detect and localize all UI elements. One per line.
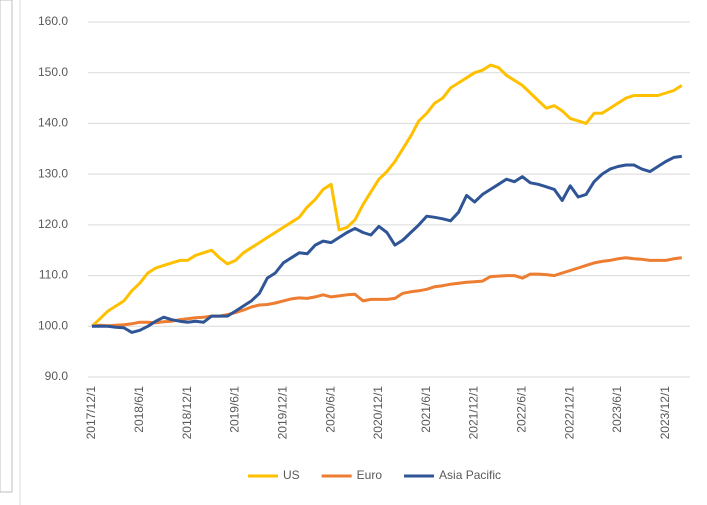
x-tick-label: 2020/6/1 [323,386,337,433]
y-tick-label: 110.0 [39,268,68,282]
x-tick-label: 2023/12/1 [658,386,672,440]
y-tick-label: 160.0 [38,14,68,28]
x-tick-label: 2022/12/1 [562,386,576,440]
y-tick-label: 140.0 [38,116,68,130]
y-tick-label: 90.0 [45,369,69,383]
legend-label: Euro [357,468,383,482]
x-tick-label: 2019/12/1 [275,386,289,440]
series-line [90,63,683,328]
left-panel-edge [0,0,13,493]
series-line [92,154,682,334]
legend-label: US [283,468,300,482]
x-tick-label: 2022/6/1 [515,386,529,433]
x-tick-label: 2021/6/1 [419,386,433,433]
y-tick-label: 120.0 [38,217,68,231]
legend-label: Asia Pacific [439,468,501,482]
x-tick-label: 2018/6/1 [132,386,146,433]
x-tick-label: 2021/12/1 [467,386,481,440]
x-tick-label: 2020/12/1 [371,386,385,440]
x-tick-label: 2018/12/1 [180,386,194,440]
series-line [91,256,682,328]
x-tick-label: 2023/6/1 [610,386,624,433]
y-tick-label: 100.0 [38,318,68,332]
y-tick-label: 150.0 [38,65,68,79]
x-tick-label: 2017/12/1 [84,386,98,440]
x-tick-label: 2019/6/1 [228,386,242,433]
y-tick-label: 130.0 [38,166,68,180]
